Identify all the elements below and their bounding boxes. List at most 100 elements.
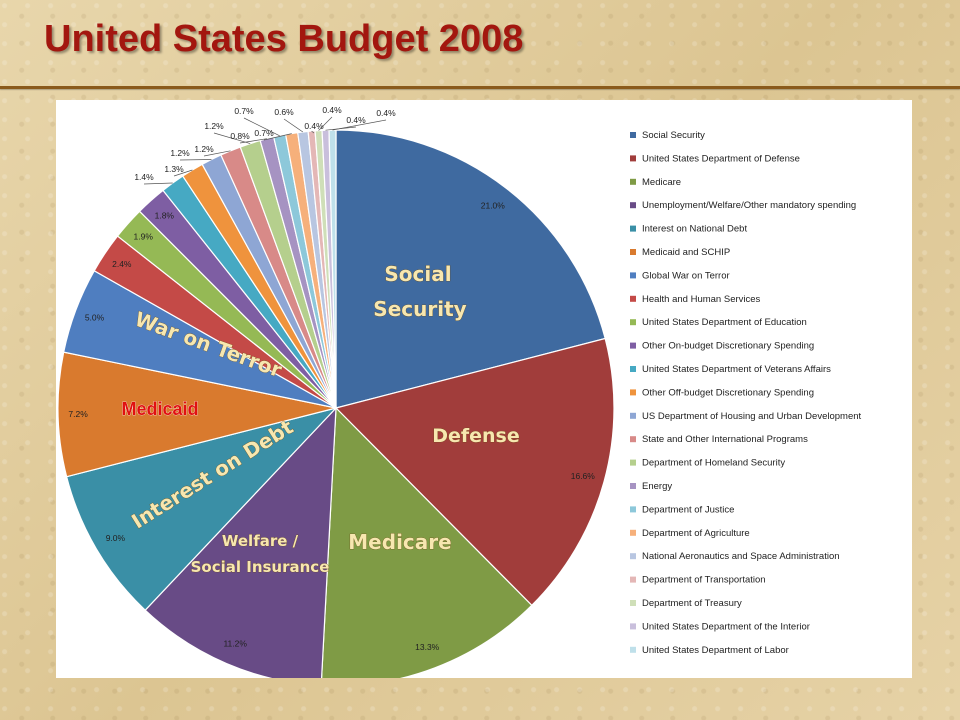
- legend-swatch: [630, 272, 636, 279]
- legend-swatch: [630, 225, 636, 232]
- slice-value-label: 0.4%: [376, 108, 396, 118]
- legend-swatch: [630, 412, 636, 419]
- annotation-welfare-2: Social Insurance: [191, 558, 330, 576]
- legend-item-label: Social Security: [642, 130, 705, 141]
- title-divider: [0, 86, 960, 89]
- slice-value-label: 0.4%: [304, 121, 324, 131]
- slice-value-label: 1.2%: [170, 148, 190, 158]
- pie-slice: [335, 129, 606, 409]
- leader-line: [213, 132, 251, 144]
- legend-item-label: United States Department of Defense: [642, 153, 800, 164]
- slice-value-label: 16.6%: [571, 471, 596, 481]
- slice-value-label: 2.4%: [112, 259, 132, 269]
- annotation-defense: Defense: [432, 425, 520, 447]
- annotation-social-2: Security: [373, 297, 466, 321]
- legend-swatch: [630, 529, 636, 536]
- annotation-medicaid: Medicaid: [121, 399, 198, 419]
- legend-item-label: Other On-budget Discretionary Spending: [642, 341, 814, 352]
- annotation-social-1: Social: [384, 262, 451, 286]
- chart-frame: 21.0% 16.6% 13.3% 11.2% 9.0% 7.2% 5.0% 2.4% 1.9%…: [56, 100, 912, 678]
- legend-item-label: Health and Human Services: [642, 294, 761, 305]
- percent-labels: 21.0% 16.6% 13.3% 11.2% 9.0% 7.2% 5.0% 2.4% 1.9%…: [68, 105, 595, 652]
- legend-item-label: Energy: [642, 481, 672, 492]
- legend-item-label: Department of Agriculture: [642, 528, 750, 539]
- legend-swatch: [630, 366, 636, 372]
- slice-value-label: 0.4%: [322, 105, 342, 115]
- legend-swatch: [630, 342, 636, 349]
- slice-value-label: 0.4%: [346, 115, 366, 125]
- legend-swatch: [630, 319, 636, 326]
- legend-item-label: US Department of Housing and Urban Devel…: [642, 411, 862, 422]
- leader-line: [263, 133, 292, 141]
- pie-slice: [144, 406, 337, 678]
- leader-line: [203, 150, 231, 157]
- legend-item-label: Department of Justice: [642, 504, 734, 515]
- legend-item-label: National Aeronautics and Space Administr…: [642, 551, 840, 562]
- slice-value-label: 1.2%: [204, 121, 224, 131]
- slice-value-label: 0.7%: [234, 106, 254, 116]
- legend-item-label: United States Department of Education: [642, 317, 807, 328]
- slice-value-label: 0.6%: [274, 107, 294, 117]
- legend-swatch: [630, 553, 636, 560]
- legend-item-label: Interest on National Debt: [642, 224, 747, 235]
- budget-pie-chart: 21.0% 16.6% 13.3% 11.2% 9.0% 7.2% 5.0% 2.4% 1.9%…: [57, 105, 862, 678]
- legend-swatch: [630, 295, 636, 302]
- legend-swatch: [630, 178, 636, 185]
- legend-swatch: [630, 459, 636, 466]
- legend-item-label: Other Off-budget Discretionary Spending: [642, 387, 814, 398]
- annotation-medicare: Medicare: [348, 530, 451, 554]
- leader-lines: [143, 116, 387, 185]
- slide-title: United States Budget 2008: [44, 18, 524, 60]
- slice-value-label: 1.9%: [134, 232, 154, 242]
- legend-item-label: Medicaid and SCHIP: [642, 247, 730, 258]
- legend-item-label: Department of Homeland Security: [642, 458, 785, 469]
- legend-swatch: [630, 202, 636, 209]
- pie-slice: [334, 337, 615, 607]
- leader-line: [332, 119, 387, 131]
- slice-value-label: 11.2%: [223, 638, 247, 648]
- legend-swatch: [630, 436, 636, 443]
- slice-value-label: 21.0%: [481, 201, 506, 211]
- chart-legend: Social Security United States Department …: [630, 130, 862, 656]
- leader-line: [283, 118, 304, 133]
- legend-item-label: Department of Transportation: [642, 575, 766, 586]
- slice-value-label: 7.2%: [68, 409, 88, 419]
- legend-swatch: [630, 155, 636, 162]
- slice-value-label: 9.0%: [106, 533, 126, 543]
- leader-line: [318, 116, 333, 131]
- legend-swatch: [630, 600, 636, 606]
- leader-line: [311, 130, 315, 134]
- annotation-welfare-1: Welfare /: [222, 532, 299, 550]
- legend-swatch: [630, 576, 636, 583]
- pie-slice: [65, 406, 338, 612]
- pie-slice: [57, 351, 337, 478]
- slice-value-label: 5.0%: [85, 312, 105, 322]
- slice-value-label: 1.4%: [134, 172, 154, 182]
- legend-item-label: Global War on Terror: [642, 270, 730, 281]
- slice-value-label: 1.2%: [194, 144, 214, 154]
- pie-slice: [320, 406, 533, 678]
- legend-item-label: United States Department of Veterans Aff…: [642, 364, 831, 375]
- legend-item-label: Unemployment/Welfare/Other mandatory spe…: [642, 200, 856, 211]
- legend-item-label: Department of Treasury: [642, 598, 742, 609]
- legend-swatch: [630, 506, 636, 513]
- leader-line: [179, 159, 212, 161]
- slice-value-label: 13.3%: [415, 642, 440, 652]
- legend-swatch: [630, 389, 636, 396]
- leader-line: [143, 182, 173, 185]
- slice-value-label: 0.8%: [230, 131, 250, 141]
- leader-line: [173, 169, 193, 177]
- legend-item-label: United States Department of Labor: [642, 645, 789, 656]
- legend-swatch: [630, 249, 636, 255]
- leader-line: [243, 117, 280, 137]
- slice-value-label: 1.8%: [155, 210, 175, 220]
- legend-swatch: [630, 483, 636, 489]
- slice-value-label: 1.3%: [164, 164, 184, 174]
- legend-swatch: [630, 646, 636, 653]
- legend-swatch: [630, 132, 636, 138]
- legend-item-label: State and Other International Programs: [642, 434, 808, 445]
- slice-value-label: 0.7%: [254, 128, 274, 138]
- legend-item-label: United States Department of the Interior: [642, 621, 810, 632]
- legend-item-label: Medicare: [642, 177, 681, 188]
- leader-line: [239, 138, 267, 144]
